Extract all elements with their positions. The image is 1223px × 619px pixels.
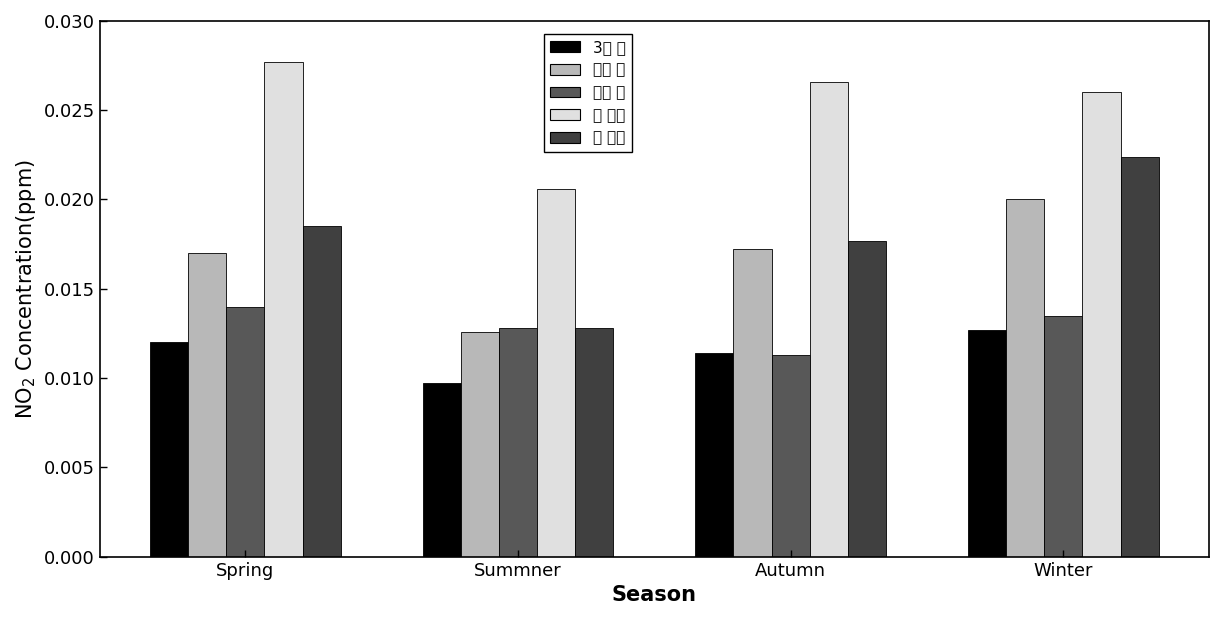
Bar [537,189,575,556]
Bar [734,249,772,556]
Bar [1082,92,1120,556]
Bar [810,82,848,556]
Y-axis label: NO$_2$ Concentration(ppm): NO$_2$ Concentration(ppm) [13,159,38,418]
Bar [150,342,188,556]
Bar [575,328,614,556]
Bar [302,227,341,556]
X-axis label: Season: Season [612,585,697,605]
Bar [264,62,302,556]
Bar [1120,157,1158,556]
Legend: 3용 다, 대단 원, 대우 역, 오 원원, 포 다원: 3용 다, 대단 원, 대우 역, 오 원원, 포 다원 [544,34,632,152]
Bar [461,332,499,556]
Bar [1044,316,1082,556]
Bar [695,353,734,556]
Bar [188,253,226,556]
Bar [499,328,537,556]
Bar [1007,199,1044,556]
Bar [772,355,810,556]
Bar [848,241,885,556]
Bar [423,383,461,556]
Bar [967,330,1007,556]
Bar [226,306,264,556]
